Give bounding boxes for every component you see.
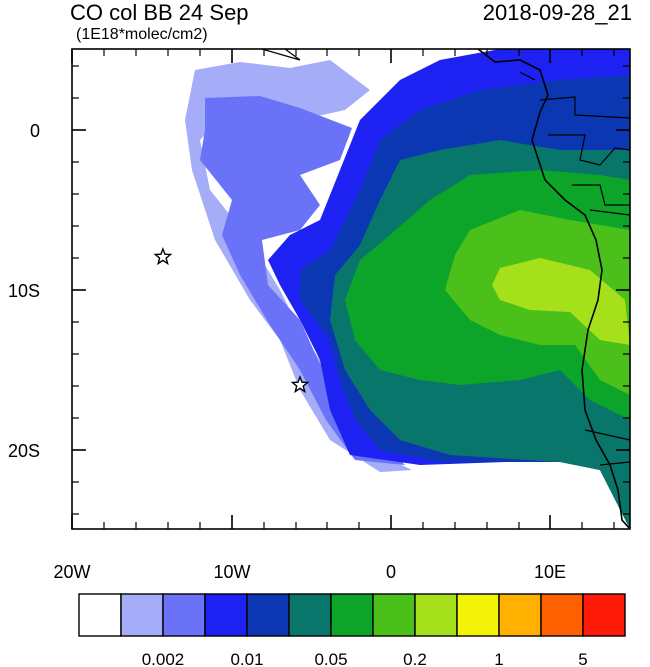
star-marker-1	[153, 247, 173, 266]
colorbar-label-6: 5	[578, 650, 587, 667]
colorbar-swatch-1	[78, 593, 122, 637]
y-tick-10s: 10S	[8, 281, 40, 301]
station-markers	[153, 247, 310, 394]
colorbar-swatch-11	[498, 593, 542, 637]
star-marker-2	[290, 375, 310, 394]
colorbar-label-3: 0.05	[314, 650, 347, 667]
co-level-8	[492, 258, 630, 345]
colorbar-swatch-13	[582, 593, 626, 637]
x-tick-10w: 10W	[213, 562, 250, 582]
co-field	[185, 49, 630, 529]
plot-frame	[71, 48, 631, 530]
y-tick-0: 0	[30, 121, 40, 141]
colorbar-swatch-5	[246, 593, 290, 637]
x-tick-0: 0	[386, 562, 396, 582]
colorbar-swatch-10	[456, 593, 500, 637]
country-borders	[261, 49, 630, 466]
colorbar-swatch-4	[204, 593, 248, 637]
colorbar-swatch-8	[372, 593, 416, 637]
x-tick-10e: 10E	[534, 562, 566, 582]
colorbar-swatch-9	[414, 593, 458, 637]
colorbar-swatch-6	[288, 593, 332, 637]
map-title: CO col BB 24 Sep	[70, 0, 249, 25]
co-level-2	[200, 96, 405, 465]
colorbar-swatch-12	[540, 593, 584, 637]
units-label: (1E18*molec/cm2)	[76, 26, 208, 43]
minor-ticks	[72, 49, 630, 529]
colorbar-swatch-2	[120, 593, 164, 637]
colorbar-label-2: 0.01	[230, 650, 263, 667]
colorbar-label-4: 0.2	[403, 650, 427, 667]
colorbar-swatch-7	[330, 593, 374, 637]
colorbar-swatch-3	[162, 593, 206, 637]
colorbar-labels: 0.002 0.01 0.05 0.2 1 5	[142, 650, 588, 667]
coastline	[261, 49, 630, 529]
major-ticks	[71, 49, 630, 529]
datetime-label: 2018-09-28_21	[482, 0, 632, 25]
colorbar-label-1: 0.002	[142, 650, 185, 667]
colorbar	[78, 593, 626, 637]
africa-coast	[477, 49, 630, 529]
y-tick-20s: 20S	[8, 441, 40, 461]
colorbar-label-5: 1	[494, 650, 503, 667]
x-tick-20w: 20W	[53, 562, 90, 582]
